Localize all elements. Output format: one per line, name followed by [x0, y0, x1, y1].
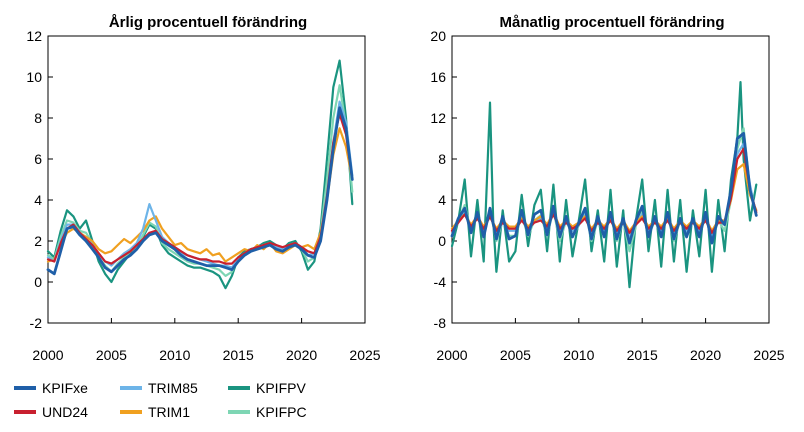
x-tick-label: 2015: [627, 347, 658, 363]
y-tick-label: 16: [430, 69, 446, 85]
plot-frame: [451, 35, 770, 324]
x-tick-label: 2025: [349, 347, 380, 363]
x-tick-label: 2020: [690, 347, 721, 363]
annual-change-chart: Årlig procentuell förändring -2 0 2 4 6 8 10 12…: [26, 14, 380, 363]
annual-chart-axes: -2 0 2 4 6 8 10 12 2000 2005 2010 2015 2020 2025: [26, 28, 380, 363]
y-tick-label: 8: [34, 110, 42, 126]
series-line-trim1: [450, 163, 758, 232]
y-tick-label: 20: [430, 28, 446, 44]
y-tick-label: 0: [34, 274, 42, 290]
series-line-kpifxe: [450, 132, 758, 245]
y-tick-label: 6: [34, 151, 42, 167]
y-tick-label: 8: [438, 151, 446, 167]
legend-label: KPIFxe: [42, 380, 88, 396]
x-tick-label: 2000: [436, 347, 467, 363]
y-tick-label: 4: [438, 192, 446, 208]
monthly-chart-series: [450, 81, 758, 289]
legend-label: UND24: [42, 404, 88, 420]
legend-item-kpifpc: KPIFPC: [228, 404, 307, 420]
x-tick-label: 2005: [500, 347, 531, 363]
monthly-chart-axes: -8 -4 0 4 8 12 16 20 2000 2005 2010 2015 2020 2025: [430, 28, 784, 363]
series-line-kpifxe: [46, 106, 354, 276]
series-line-kpifpv: [450, 81, 758, 289]
x-tick-label: 2000: [32, 347, 63, 363]
y-tick-label: 12: [26, 28, 42, 44]
legend-item-trim85: TRIM85: [120, 380, 198, 396]
legend-label: TRIM1: [148, 404, 190, 420]
annual-chart-series: [46, 59, 354, 290]
x-tick-label: 2020: [286, 347, 317, 363]
plot-frame: [47, 35, 366, 324]
y-tick-label: -4: [434, 274, 447, 290]
y-tick-label: 12: [430, 110, 446, 126]
legend-label: KPIFPV: [256, 380, 306, 396]
legend: KPIFxe TRIM85 KPIFPV UND24 TRIM1 KPIFPC: [14, 380, 307, 420]
x-tick-label: 2010: [159, 347, 190, 363]
x-tick-label: 2025: [753, 347, 784, 363]
monthly-chart-title: Månatlig procentuell förändring: [499, 14, 724, 31]
y-tick-label: -8: [434, 315, 447, 331]
legend-item-kpifpv: KPIFPV: [228, 380, 306, 396]
x-tick-label: 2015: [223, 347, 254, 363]
legend-item-und24: UND24: [14, 404, 88, 420]
legend-item-trim1: TRIM1: [120, 404, 190, 420]
y-tick-label: 2: [34, 233, 42, 249]
series-line-trim1: [46, 127, 354, 263]
legend-item-kpifxe: KPIFxe: [14, 380, 88, 396]
series-line-und24: [46, 112, 354, 265]
monthly-change-chart: Månatlig procentuell förändring -8 -4 0 4 8 1…: [430, 14, 784, 363]
x-tick-label: 2010: [563, 347, 594, 363]
legend-label: TRIM85: [148, 380, 198, 396]
legend-label: KPIFPC: [256, 404, 307, 420]
y-tick-label: -2: [30, 315, 43, 331]
x-tick-label: 2005: [96, 347, 127, 363]
series-line-und24: [450, 147, 758, 234]
y-tick-label: 4: [34, 192, 42, 208]
annual-chart-title: Årlig procentuell förändring: [109, 14, 307, 31]
y-tick-label: 0: [438, 233, 446, 249]
series-line-trim85: [450, 142, 758, 237]
y-tick-label: 10: [26, 69, 42, 85]
